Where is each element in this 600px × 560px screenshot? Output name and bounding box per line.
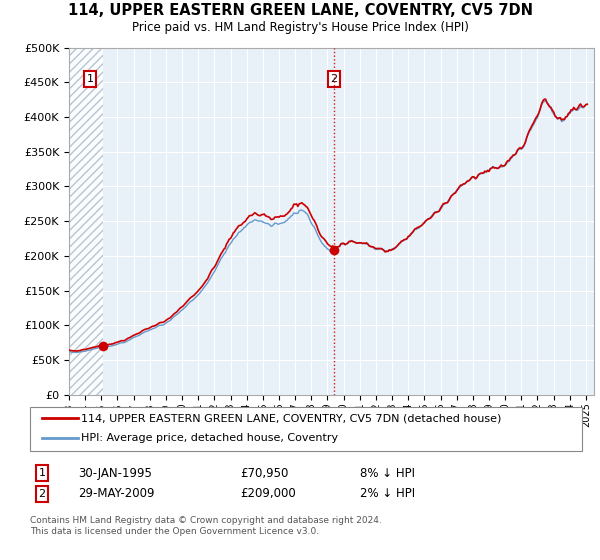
Text: Price paid vs. HM Land Registry's House Price Index (HPI): Price paid vs. HM Land Registry's House … — [131, 21, 469, 34]
Text: 1: 1 — [38, 468, 46, 478]
114, UPPER EASTERN GREEN LANE, COVENTRY, CV5 7DN (detached house) — [543, 99, 550, 106]
HPI: Average price, detached house, Coventry: (2.01e+03, 2.21e+05): Average price, detached house, Coventry:… — [346, 238, 353, 245]
Text: 1: 1 — [86, 74, 94, 84]
114, UPPER EASTERN GREEN LANE, COVENTRY, CV5 7DN (detached house) — [73, 348, 80, 354]
114, UPPER EASTERN GREEN LANE, COVENTRY, CV5 7DN (detached house) — [273, 214, 280, 221]
HPI: Average price, detached house, Coventry: (1.99e+03, 6.08e+04): Average price, detached house, Coventry:… — [73, 349, 80, 356]
114, UPPER EASTERN GREEN LANE, COVENTRY, CV5 7DN (detached house) — [65, 347, 73, 353]
HPI: Average price, detached house, Coventry: (1.99e+03, 6.22e+04): Average price, detached house, Coventry:… — [65, 348, 73, 355]
HPI: Average price, detached house, Coventry: (2.02e+03, 2.67e+05): Average price, detached house, Coventry:… — [437, 206, 444, 213]
HPI: Average price, detached house, Coventry: (2.01e+03, 2.09e+05): Average price, detached house, Coventry:… — [373, 246, 380, 253]
Text: 29-MAY-2009: 29-MAY-2009 — [78, 487, 155, 501]
HPI: Average price, detached house, Coventry: (2.02e+03, 3.27e+05): Average price, detached house, Coventry:… — [496, 164, 503, 171]
Text: 114, UPPER EASTERN GREEN LANE, COVENTRY, CV5 7DN: 114, UPPER EASTERN GREEN LANE, COVENTRY,… — [67, 3, 533, 18]
Text: 2: 2 — [38, 489, 46, 499]
114, UPPER EASTERN GREEN LANE, COVENTRY, CV5 7DN (detached house) — [584, 101, 591, 108]
Text: Contains HM Land Registry data © Crown copyright and database right 2024.
This d: Contains HM Land Registry data © Crown c… — [30, 516, 382, 536]
Text: 2% ↓ HPI: 2% ↓ HPI — [360, 487, 415, 501]
HPI: Average price, detached house, Coventry: (2.02e+03, 4.25e+05): Average price, detached house, Coventry:… — [542, 97, 549, 104]
114, UPPER EASTERN GREEN LANE, COVENTRY, CV5 7DN (detached house) — [346, 238, 353, 245]
114, UPPER EASTERN GREEN LANE, COVENTRY, CV5 7DN (detached house) — [437, 205, 444, 212]
Text: 114, UPPER EASTERN GREEN LANE, COVENTRY, CV5 7DN (detached house): 114, UPPER EASTERN GREEN LANE, COVENTRY,… — [81, 413, 502, 423]
114, UPPER EASTERN GREEN LANE, COVENTRY, CV5 7DN (detached house) — [542, 96, 549, 102]
Text: 30-JAN-1995: 30-JAN-1995 — [78, 466, 152, 480]
Line: 114, UPPER EASTERN GREEN LANE, COVENTRY, CV5 7DN (detached house): 114, UPPER EASTERN GREEN LANE, COVENTRY,… — [69, 99, 587, 351]
114, UPPER EASTERN GREEN LANE, COVENTRY, CV5 7DN (detached house) — [496, 164, 503, 170]
114, UPPER EASTERN GREEN LANE, COVENTRY, CV5 7DN (detached house) — [373, 245, 380, 252]
Text: HPI: Average price, detached house, Coventry: HPI: Average price, detached house, Cove… — [81, 433, 338, 444]
HPI: Average price, detached house, Coventry: (2.03e+03, 4.18e+05): Average price, detached house, Coventry:… — [584, 101, 591, 108]
HPI: Average price, detached house, Coventry: (2.02e+03, 4.21e+05): Average price, detached house, Coventry:… — [543, 99, 550, 106]
Line: HPI: Average price, detached house, Coventry: HPI: Average price, detached house, Cove… — [69, 100, 587, 353]
Text: £70,950: £70,950 — [240, 466, 289, 480]
HPI: Average price, detached house, Coventry: (2.01e+03, 2.47e+05): Average price, detached house, Coventry:… — [273, 220, 280, 227]
Text: 2: 2 — [331, 74, 338, 84]
Text: 8% ↓ HPI: 8% ↓ HPI — [360, 466, 415, 480]
Text: £209,000: £209,000 — [240, 487, 296, 501]
